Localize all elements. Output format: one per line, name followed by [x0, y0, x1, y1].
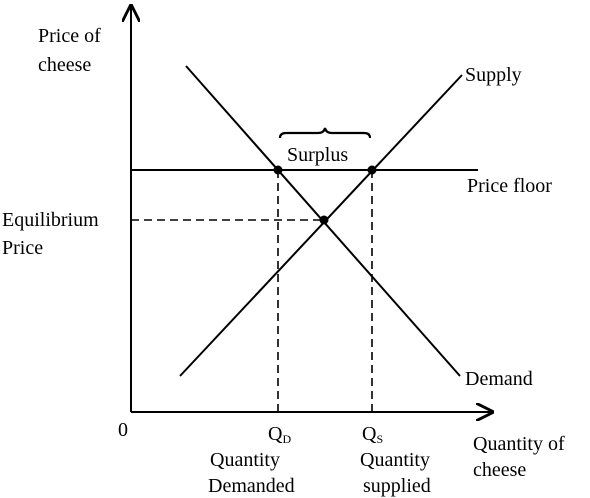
price-floor-label: Price floor	[467, 175, 552, 197]
demand-floor-point	[273, 165, 283, 175]
qd-letter: Q	[268, 423, 283, 445]
surplus-label: Surplus	[287, 144, 348, 166]
equilibrium-point	[319, 215, 329, 225]
qs-caption-line1: Quantity	[360, 449, 430, 471]
equilibrium-label-line2: Price	[2, 237, 43, 259]
x-axis-label-line1: Quantity of	[473, 433, 565, 455]
supply-label: Supply	[465, 64, 522, 86]
qd-caption-line1: Quantity	[210, 449, 280, 471]
y-axis-label-line2: cheese	[38, 54, 91, 76]
equilibrium-label-line1: Equilibrium	[2, 209, 99, 231]
y-axis-label-line1: Price of	[38, 25, 101, 47]
qd-subscript: D	[282, 432, 291, 446]
qs-caption-line2: supplied	[363, 475, 431, 497]
surplus-brace	[278, 127, 372, 139]
supply-curve	[179, 74, 463, 377]
demand-label: Demand	[465, 368, 533, 390]
supply-floor-point	[367, 165, 377, 175]
qs-subscript: S	[376, 432, 383, 446]
qs-label: QS	[362, 423, 383, 446]
qs-letter: Q	[362, 423, 377, 445]
qd-caption-line2: Demanded	[208, 475, 295, 497]
x-axis-label-line2: cheese	[473, 459, 526, 481]
qd-label: QD	[268, 423, 291, 446]
origin-label: 0	[118, 419, 128, 441]
